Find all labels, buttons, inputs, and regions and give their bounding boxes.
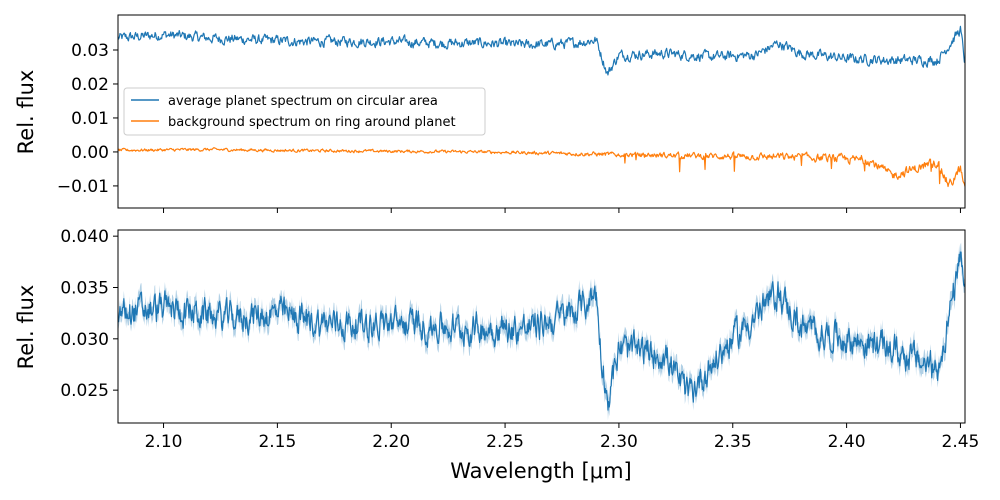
x-tick-label: 2.25 — [486, 432, 524, 452]
x-tick-label: 2.20 — [372, 432, 410, 452]
error-band — [118, 242, 965, 421]
y-tick-label: 0.040 — [60, 227, 109, 247]
top-panel: 0.03 0.02 0.01 0.00 −0.01 Rel. flux average … — [14, 14, 966, 213]
series-line-0 — [118, 251, 965, 411]
x-tick-label: 2.15 — [258, 432, 296, 452]
series-line-0 — [118, 25, 965, 76]
legend-label-planet: average planet spectrum on circular area — [168, 94, 438, 109]
x-tick-label: 2.30 — [600, 432, 638, 452]
y-tick-label: 0.025 — [60, 381, 109, 401]
x-tick-label: 2.45 — [942, 432, 980, 452]
top-series-group — [118, 25, 965, 188]
top-plot-frame — [117, 14, 966, 209]
bottom-x-ticks: 2.10 2.15 2.20 2.25 2.30 2.35 2.40 2.45 — [145, 423, 980, 452]
y-tick-label: 0.03 — [71, 41, 109, 61]
bottom-panel: 2.10 2.15 2.20 2.25 2.30 2.35 2.40 2.45 0.0400.… — [14, 227, 979, 483]
y-tick-label: 0.030 — [60, 330, 109, 350]
y-tick-label: 0.02 — [71, 75, 109, 95]
legend-label-background: background spectrum on ring around plane… — [168, 115, 456, 130]
x-tick-label: 2.40 — [828, 432, 866, 452]
x-axis-label: Wavelength [μm] — [450, 459, 631, 483]
x-tick-label: 2.35 — [714, 432, 752, 452]
top-y-ticks: 0.03 0.02 0.01 0.00 −0.01 — [57, 41, 118, 197]
bottom-series-group — [118, 242, 965, 421]
y-tick-label: 0.035 — [60, 278, 109, 298]
y-tick-label: 0.00 — [71, 143, 109, 163]
top-x-ticks — [163, 208, 961, 213]
x-tick-label: 2.10 — [145, 432, 183, 452]
legend-box — [123, 87, 486, 136]
bottom-plot-frame — [117, 229, 966, 424]
legend: average planet spectrum on circular area… — [123, 87, 486, 136]
series-line-1 — [118, 147, 965, 188]
top-y-axis-label: Rel. flux — [14, 70, 38, 155]
y-tick-label: 0.01 — [71, 109, 109, 129]
bottom-y-axis-label: Rel. flux — [14, 285, 38, 370]
y-tick-label: −0.01 — [57, 177, 109, 197]
bottom-y-ticks: 0.040 0.035 0.030 0.025 — [60, 227, 118, 401]
